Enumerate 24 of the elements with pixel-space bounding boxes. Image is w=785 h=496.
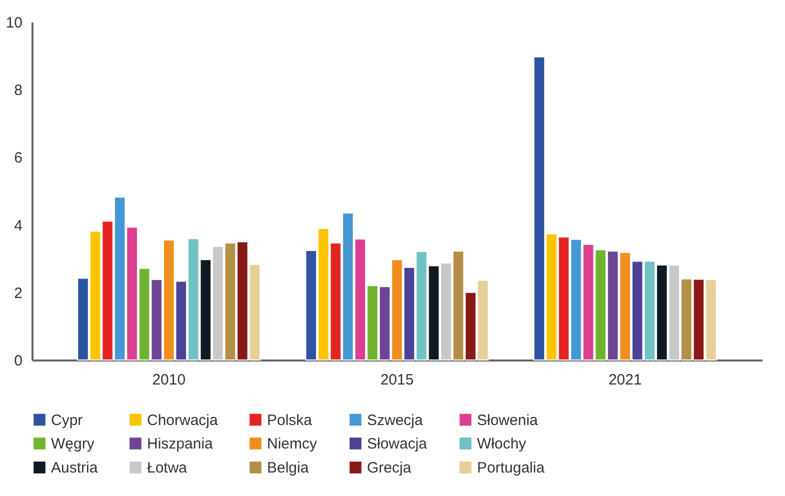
y-tick-label: 2 [14, 284, 22, 302]
legend-label: Słowacja [367, 436, 428, 452]
legend-label: Włochy [477, 436, 527, 452]
legend-label: Łotwa [147, 460, 188, 476]
legend-label: Szwecja [367, 412, 424, 429]
y-tick-label: 6 [14, 150, 22, 167]
legend-label: Polska [267, 412, 313, 429]
y-tick-label: 8 [14, 82, 22, 100]
legend-label: Cypr [51, 412, 83, 429]
legend-label: Niemcy [267, 436, 318, 452]
x-tick-label: 2015 [380, 372, 414, 388]
legend-label: Chorwacja [147, 412, 219, 429]
y-tick-label: 4 [14, 217, 22, 234]
legend-label: Hiszpania [147, 436, 214, 452]
x-tick-label: 2010 [152, 372, 186, 388]
legend-label: Portugalia [477, 460, 546, 476]
x-tick-label: 2021 [608, 372, 642, 388]
legend-label: Austria [51, 460, 98, 476]
legend-label: Słowenia [477, 412, 539, 429]
y-tick-label: 0 [14, 352, 22, 370]
legend-label: Węgry [51, 436, 95, 452]
legend-label: Grecja [367, 460, 412, 476]
y-tick-label: 10 [6, 14, 22, 32]
legend-label: Belgia [267, 460, 310, 476]
